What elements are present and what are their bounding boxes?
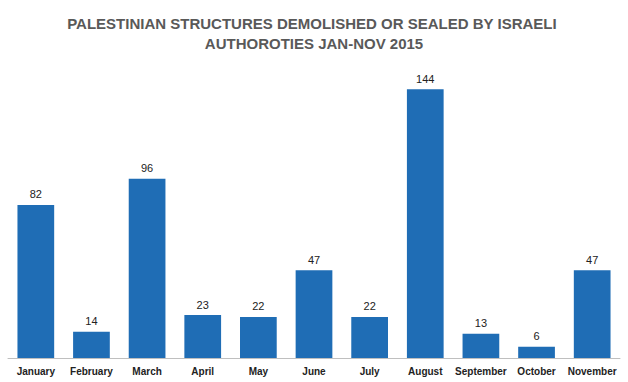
svg-text:March: March [132,366,161,377]
svg-text:May: May [249,366,269,377]
svg-text:January: January [17,366,56,377]
svg-text:February: February [70,366,113,377]
svg-text:September: September [455,366,507,377]
svg-text:23: 23 [197,299,209,311]
svg-text:November: November [568,366,617,377]
svg-text:82: 82 [30,188,42,200]
svg-text:AUTHOROTIES JAN-NOV 2015: AUTHOROTIES JAN-NOV 2015 [205,35,423,52]
svg-text:October: October [517,366,555,377]
svg-text:PALESTINIAN STRUCTURES DEMOLIS: PALESTINIAN STRUCTURES DEMOLISHED OR SEA… [67,15,561,32]
svg-text:47: 47 [308,254,320,266]
svg-text:6: 6 [533,330,539,342]
svg-text:96: 96 [141,162,153,174]
svg-text:April: April [191,366,214,377]
svg-text:13: 13 [475,317,487,329]
svg-text:47: 47 [586,254,598,266]
svg-text:14: 14 [85,315,97,327]
svg-text:July: July [360,366,380,377]
svg-text:August: August [408,366,443,377]
svg-text:22: 22 [364,300,376,312]
svg-text:22: 22 [252,300,264,312]
svg-text:June: June [302,366,326,377]
svg-text:144: 144 [416,73,434,85]
